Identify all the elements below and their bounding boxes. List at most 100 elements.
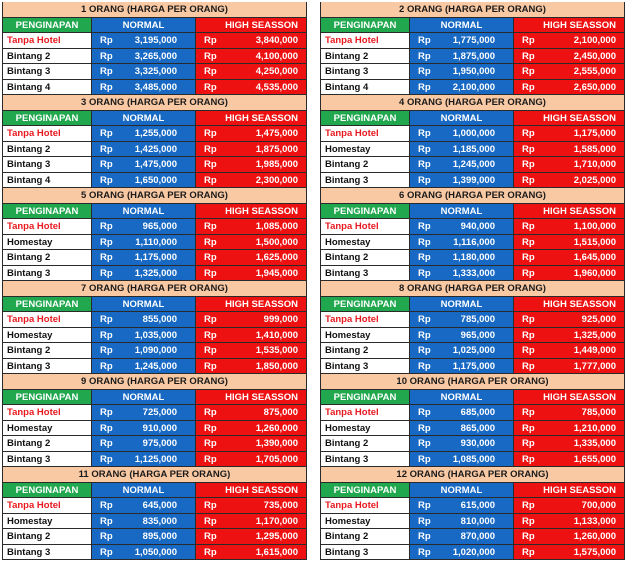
table-header-row: PENGINAPAN NORMAL HIGH SEASSON [320,296,625,312]
high-season-price-cell: Rp 4,535,000 [196,79,307,95]
table-header-row: PENGINAPAN NORMAL HIGH SEASSON [320,110,625,126]
currency-label: Rp [204,360,217,372]
high-season-price: 1,645,000 [573,252,616,263]
high-season-price-cell: Rp 1,390,000 [196,436,307,452]
normal-price-cell: Rp 1,085,000 [410,451,514,467]
high-season-price-cell: Rp 875,000 [196,405,307,421]
currency-label: Rp [204,252,217,263]
high-season-header: HIGH SEASSON [196,389,307,405]
normal-price-cell: Rp 1,025,000 [410,343,514,359]
currency-label: Rp [418,267,431,279]
high-season-price-cell: Rp 1,500,000 [196,234,307,250]
normal-price-cell: Rp 965,000 [92,219,196,235]
table-row: Homestay Rp 1,116,000 Rp 1,515,000 [320,234,625,250]
currency-label: Rp [418,81,431,93]
table-title: 12 ORANG (HARGA PER ORANG) [320,467,625,483]
normal-price: 1,025,000 [452,345,495,356]
normal-header: NORMAL [92,17,196,33]
currency-label: Rp [522,81,535,93]
accommodation-name: Tanpa Hotel [320,498,410,514]
normal-price-cell: Rp 1,650,000 [92,172,196,188]
accommodation-name: Homestay [320,141,410,157]
high-season-price: 4,100,000 [255,50,298,62]
normal-price: 1,050,000 [134,546,177,558]
normal-price: 1,180,000 [452,252,495,263]
table-header-row: PENGINAPAN NORMAL HIGH SEASSON [2,482,307,498]
normal-price: 1,650,000 [134,174,177,186]
currency-label: Rp [522,438,535,449]
accommodation-name: Tanpa Hotel [2,126,92,142]
normal-header: NORMAL [92,389,196,405]
accommodation-name: Tanpa Hotel [2,312,92,328]
high-season-header: HIGH SEASSON [196,110,307,126]
currency-label: Rp [522,515,535,527]
high-season-price-cell: Rp 1,985,000 [196,157,307,173]
high-season-price: 1,985,000 [255,159,298,170]
currency-label: Rp [100,128,113,139]
normal-price-cell: Rp 1,775,000 [410,33,514,49]
table-row: Bintang 3 Rp 1,325,000 Rp 1,945,000 [2,265,307,281]
accommodation-name: Homestay [320,327,410,343]
high-season-price: 4,250,000 [255,66,298,77]
normal-price: 3,195,000 [134,35,177,46]
normal-header: NORMAL [410,389,514,405]
high-season-price-cell: Rp 2,300,000 [196,172,307,188]
currency-label: Rp [522,546,535,558]
table-row: Tanpa Hotel Rp 725,000 Rp 875,000 [2,405,307,421]
normal-price: 2,100,000 [452,81,495,93]
currency-label: Rp [522,252,535,263]
currency-label: Rp [522,66,535,77]
normal-price-cell: Rp 3,265,000 [92,48,196,64]
table-row: Bintang 3 Rp 1,475,000 Rp 1,985,000 [2,157,307,173]
accommodation-header: PENGINAPAN [2,389,92,405]
normal-price-cell: Rp 1,475,000 [92,157,196,173]
currency-label: Rp [100,221,113,232]
normal-price: 1,775,000 [452,35,495,46]
high-season-price: 1,325,000 [573,329,616,341]
normal-price: 1,035,000 [134,329,177,341]
high-season-price: 1,615,000 [255,546,298,558]
normal-header: NORMAL [92,203,196,219]
normal-price: 1,875,000 [452,50,495,62]
normal-price-cell: Rp 645,000 [92,498,196,514]
high-season-price-cell: Rp 1,615,000 [196,544,307,560]
high-season-price: 1,210,000 [573,422,616,434]
accommodation-name: Bintang 4 [2,79,92,95]
high-season-header: HIGH SEASSON [196,482,307,498]
normal-price: 895,000 [142,531,177,542]
high-season-price: 700,000 [581,500,616,511]
normal-price-cell: Rp 615,000 [410,498,514,514]
table-header-row: PENGINAPAN NORMAL HIGH SEASSON [320,17,625,33]
table-row: Bintang 3 Rp 1,125,000 Rp 1,705,000 [2,451,307,467]
high-season-price-cell: Rp 1,325,000 [514,327,625,343]
table-header-row: PENGINAPAN NORMAL HIGH SEASSON [320,389,625,405]
accommodation-header: PENGINAPAN [2,482,92,498]
currency-label: Rp [418,128,431,139]
high-season-price: 2,300,000 [255,174,298,186]
accommodation-name: Tanpa Hotel [320,405,410,421]
price-table: 2 ORANG (HARGA PER ORANG) PENGINAPAN NORMA… [320,2,625,95]
high-season-price-cell: Rp 785,000 [514,405,625,421]
currency-label: Rp [522,236,535,248]
high-season-header: HIGH SEASSON [514,110,625,126]
normal-price-cell: Rp 3,195,000 [92,33,196,49]
high-season-price: 1,100,000 [573,221,616,232]
normal-price-cell: Rp 865,000 [410,420,514,436]
high-season-price-cell: Rp 1,625,000 [196,250,307,266]
accommodation-name: Bintang 3 [320,358,410,374]
normal-price: 1,325,000 [134,267,177,279]
high-season-price-cell: Rp 1,295,000 [196,529,307,545]
high-season-header: HIGH SEASSON [196,296,307,312]
high-season-price: 999,000 [263,314,298,325]
accommodation-name: Homestay [320,234,410,250]
normal-price-cell: Rp 1,180,000 [410,250,514,266]
high-season-price: 1,850,000 [255,360,298,372]
table-row: Bintang 3 Rp 1,175,000 Rp 1,777,000 [320,358,625,374]
normal-price: 1,175,000 [452,360,495,372]
accommodation-name: Tanpa Hotel [2,33,92,49]
accommodation-name: Bintang 3 [320,172,410,188]
table-row: Tanpa Hotel Rp 615,000 Rp 700,000 [320,498,625,514]
high-season-price: 1,575,000 [573,546,616,558]
currency-label: Rp [418,407,431,418]
normal-price-cell: Rp 685,000 [410,405,514,421]
